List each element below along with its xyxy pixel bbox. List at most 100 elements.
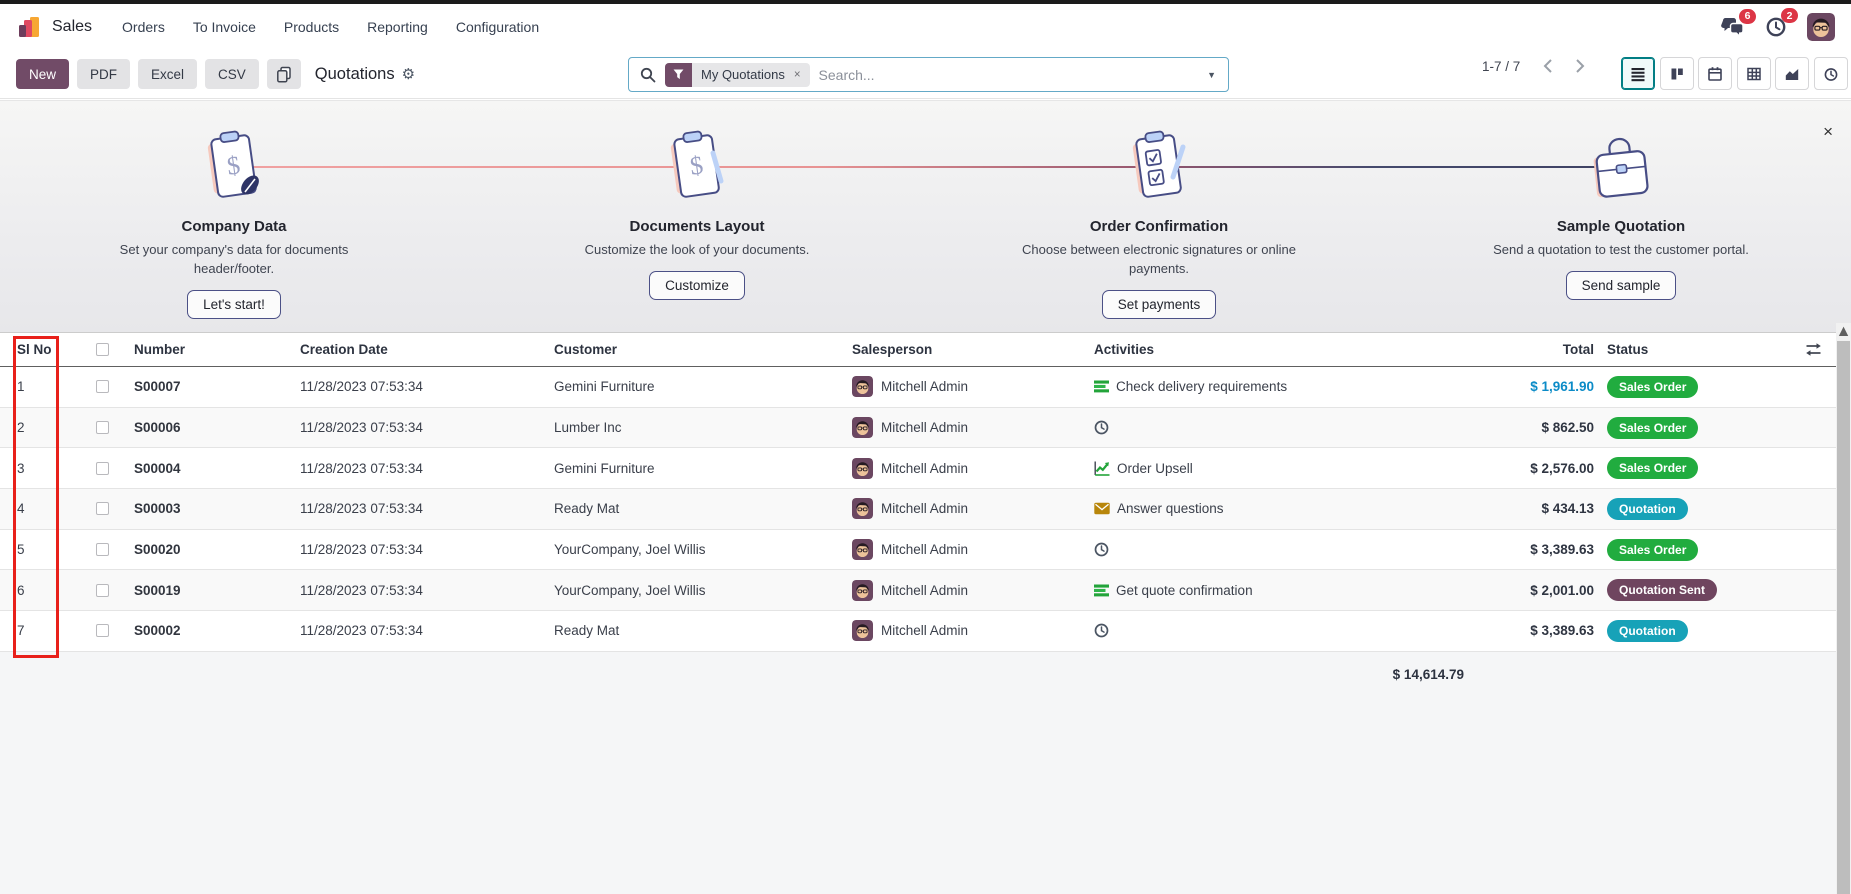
step-action-button[interactable]: Customize [649,270,745,300]
status-badge: Sales Order [1607,416,1699,439]
excel-button[interactable]: Excel [138,59,198,89]
menu-configuration[interactable]: Configuration [455,19,540,35]
step-action-button[interactable]: Let's start! [187,289,281,319]
kanban-view-button[interactable] [1659,57,1694,90]
row-slno: 3 [17,460,25,476]
new-button[interactable]: New [16,59,70,89]
table-row[interactable]: 3 S00004 11/28/2023 07:53:34 Gemini Furn… [0,448,1836,490]
pivot-view-button[interactable] [1736,57,1771,90]
optional-columns-icon[interactable] [1790,341,1836,358]
row-number[interactable]: S00007 [134,379,181,395]
gear-icon[interactable]: ⚙ [401,66,416,83]
header-status[interactable]: Status [1607,342,1649,357]
main-navbar: Sales Orders To Invoice Products Reporti… [0,4,1851,50]
scrollbar-thumb[interactable] [1837,341,1850,894]
row-creation-date: 11/28/2023 07:53:34 [300,623,423,639]
scrollbar-up-arrow-icon[interactable]: ▲ [1835,322,1851,340]
table-row[interactable]: 7 S00002 11/28/2023 07:53:34 Ready Mat M… [0,611,1836,652]
messages-icon[interactable]: 6 [1721,8,1756,38]
select-all-checkbox[interactable] [96,343,109,356]
row-slno: 4 [17,501,25,517]
sales-app-logo-icon[interactable] [16,14,42,40]
row-slno: 2 [17,420,25,436]
header-slno[interactable]: Sl No [17,342,52,357]
copy-button[interactable] [266,59,301,89]
vertical-scrollbar[interactable]: ▲ [1836,323,1851,894]
row-number[interactable]: S00003 [134,501,181,517]
row-activities[interactable] [1094,420,1430,435]
user-avatar[interactable] [1807,13,1835,41]
menu-to-invoice[interactable]: To Invoice [192,19,256,35]
row-total: $ 434.13 [1541,501,1594,517]
header-salesperson[interactable]: Salesperson [852,342,933,357]
onboarding-step: $ Documents Layout Customize the look of… [532,115,862,300]
pager-next-icon[interactable] [1575,58,1586,74]
graph-view-button[interactable] [1775,57,1809,90]
header-activities[interactable]: Activities [1094,342,1155,357]
row-checkbox[interactable] [96,583,109,597]
salesperson-avatar [852,539,873,561]
clock-activity-icon [1094,542,1109,557]
row-activities[interactable]: Check delivery requirements [1094,379,1430,394]
row-checkbox[interactable] [96,543,109,557]
activity-view-button[interactable] [1813,57,1848,90]
row-checkbox[interactable] [96,624,109,638]
row-checkbox[interactable] [96,502,109,516]
search-dropdown-caret-icon[interactable]: ▼ [1207,69,1216,80]
row-number[interactable]: S00006 [134,420,181,436]
row-activities[interactable] [1094,623,1430,638]
activities-clock-icon[interactable]: 2 [1765,8,1798,38]
row-checkbox[interactable] [96,421,109,435]
row-number[interactable]: S00019 [134,582,181,598]
banner-close-icon[interactable]: × [1823,122,1833,141]
menu-products[interactable]: Products [283,19,340,35]
row-activities[interactable] [1094,542,1430,557]
header-number[interactable]: Number [134,342,186,357]
step-action-button[interactable]: Send sample [1565,270,1677,300]
step-action-button[interactable]: Set payments [1101,289,1217,319]
list-view-button[interactable] [1621,57,1655,90]
pdf-button[interactable]: PDF [77,59,131,89]
calendar-view-button[interactable] [1698,57,1732,90]
app-name[interactable]: Sales [52,18,93,35]
top-menu: Orders To Invoice Products Reporting Con… [122,19,539,35]
row-salesperson: Mitchell Admin [852,498,1094,520]
company-data-icon: $ [207,130,259,198]
row-number[interactable]: S00020 [134,542,181,558]
table-row[interactable]: 1 S00007 11/28/2023 07:53:34 Gemini Furn… [0,367,1836,408]
list-footer-area [0,652,1836,894]
row-customer: Gemini Furniture [554,379,655,395]
step-title: Sample Quotation [1556,218,1686,235]
csv-button[interactable]: CSV [205,59,259,89]
row-activities[interactable]: Get quote confirmation [1094,583,1430,598]
svg-text:$: $ [688,150,705,181]
table-row[interactable]: 5 S00020 11/28/2023 07:53:34 YourCompany… [0,529,1836,571]
menu-orders[interactable]: Orders [122,19,165,35]
facet-remove-icon[interactable]: × [793,68,801,81]
header-customer[interactable]: Customer [554,342,618,357]
table-row[interactable]: 4 S00003 11/28/2023 07:53:34 Ready Mat M… [0,489,1836,530]
search-facet[interactable]: My Quotations × [665,62,810,87]
step-description: Send a quotation to test the customer po… [1493,242,1749,257]
table-row[interactable]: 2 S00006 11/28/2023 07:53:34 Lumber Inc … [0,407,1836,449]
search-bar[interactable]: My Quotations × Search... ▼ [628,57,1229,92]
row-checkbox[interactable] [96,461,109,475]
facet-label: My Quotations [701,67,785,82]
row-activities[interactable]: Answer questions [1094,501,1430,516]
table-row[interactable]: 6 S00019 11/28/2023 07:53:34 YourCompany… [0,570,1836,612]
header-creation-date[interactable]: Creation Date [300,342,388,357]
row-number[interactable]: S00002 [134,623,181,639]
header-total[interactable]: Total [1562,342,1594,357]
menu-reporting[interactable]: Reporting [367,19,428,35]
search-input[interactable]: Search... [818,66,875,83]
onboarding-banner: × $ Company Data Set your company's data… [0,100,1851,332]
row-activities[interactable]: Order Upsell [1094,461,1430,476]
messages-badge: 6 [1739,8,1756,24]
row-checkbox[interactable] [96,380,109,394]
envelope-activity-icon [1094,503,1110,515]
pager-previous-icon[interactable] [1542,58,1553,74]
row-number[interactable]: S00004 [134,460,181,476]
status-badge: Sales Order [1607,538,1699,561]
salesperson-avatar [852,457,873,479]
